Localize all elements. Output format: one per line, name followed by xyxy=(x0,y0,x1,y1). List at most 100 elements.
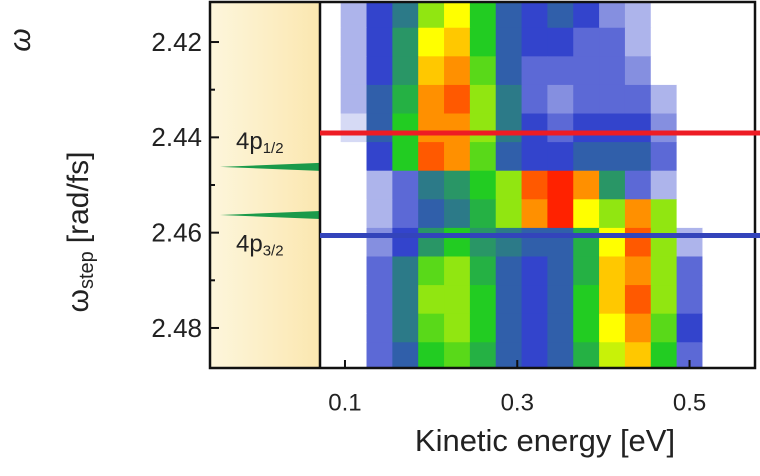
heatmap-cell xyxy=(676,285,703,315)
heatmap-cell xyxy=(547,313,574,343)
heatmap-cell xyxy=(340,84,368,115)
heatmap-cell xyxy=(320,142,342,172)
heatmap-cell xyxy=(495,313,523,343)
heatmap-cell xyxy=(469,27,497,57)
heatmap-cell xyxy=(599,313,626,343)
heatmap-cell xyxy=(624,113,652,143)
heatmap-cell xyxy=(702,285,729,315)
heatmap-cell xyxy=(547,199,574,229)
heatmap-cell xyxy=(521,285,548,315)
heatmap-cell xyxy=(320,199,342,229)
heatmap-cell xyxy=(469,313,497,343)
heatmap-cell xyxy=(521,2,548,29)
heatmap-cell xyxy=(702,199,729,229)
heatmap-cell xyxy=(547,227,574,257)
heatmap-cell xyxy=(495,285,523,315)
heatmap-cell xyxy=(320,84,342,115)
heatmap-cell xyxy=(728,56,755,86)
heatmap-cell xyxy=(728,84,755,115)
heatmap-cell xyxy=(366,142,393,172)
y-tick-label: 2.42 xyxy=(151,27,202,57)
heatmap-cell xyxy=(444,227,471,257)
heatmap-cell xyxy=(366,285,393,315)
y-axis-label: ωstep [rad/fs] xyxy=(62,152,98,313)
heatmap-cell xyxy=(444,113,471,143)
heatmap-cell xyxy=(495,113,523,143)
heatmap-cell xyxy=(340,113,368,143)
heatmap-cell xyxy=(624,227,652,257)
heatmap-cell xyxy=(702,170,729,200)
heatmap-cell xyxy=(573,313,600,343)
heatmap-cell xyxy=(392,227,419,257)
heatmap-cell xyxy=(676,199,703,229)
heatmap-cell xyxy=(366,227,393,257)
heatmap-cell xyxy=(728,170,755,200)
heatmap-cell xyxy=(495,227,523,257)
heatmap-cell xyxy=(573,84,600,115)
heatmap-cell xyxy=(728,2,755,29)
heatmap-cell xyxy=(521,27,548,57)
heatmap-cell xyxy=(320,256,342,286)
heatmap-cell xyxy=(728,342,755,369)
y-tick-label: 2.46 xyxy=(151,218,202,248)
heatmap-cell xyxy=(340,56,368,86)
heatmap-cell xyxy=(340,170,368,200)
heatmap-cell xyxy=(340,142,368,172)
heatmap-cell xyxy=(599,84,626,115)
heatmap-cell xyxy=(521,142,548,172)
heatmap-cell xyxy=(547,142,574,172)
heatmap-cell xyxy=(547,56,574,86)
heatmap-cell xyxy=(547,2,574,29)
heatmap-cell xyxy=(418,170,445,200)
heatmap-cell xyxy=(624,342,652,369)
heatmap-cell xyxy=(599,27,626,57)
y-tick-label: 2.48 xyxy=(151,313,202,343)
heatmap-cell xyxy=(599,142,626,172)
heatmap-cell xyxy=(676,170,703,200)
heatmap-cell xyxy=(521,313,548,343)
heatmap-cell xyxy=(444,56,471,86)
level-label: 4p3/2 xyxy=(236,231,284,260)
heatmap-cell xyxy=(521,113,548,143)
heatmap-cell xyxy=(573,27,600,57)
heatmap-cell xyxy=(418,342,445,369)
x-axis-label: Kinetic energy [eV] xyxy=(415,423,675,458)
heatmap-cell xyxy=(392,170,419,200)
heatmap-cell xyxy=(320,27,342,57)
heatmap-cell xyxy=(418,56,445,86)
heatmap-cell xyxy=(650,56,678,86)
heatmap-cell xyxy=(573,2,600,29)
heatmap-cell xyxy=(676,27,703,57)
heatmap-cell xyxy=(392,113,419,143)
heatmap-cell xyxy=(547,170,574,200)
heatmap-cell xyxy=(702,313,729,343)
heatmap-cell xyxy=(547,27,574,57)
heatmap-cell xyxy=(728,27,755,57)
heatmap-cell xyxy=(444,142,471,172)
heatmap-cell xyxy=(547,342,574,369)
heatmap-cell xyxy=(444,27,471,57)
heatmap-cell xyxy=(728,113,755,143)
heatmap-cell xyxy=(573,256,600,286)
heatmap-cell xyxy=(469,56,497,86)
heatmap-cell xyxy=(444,84,471,115)
heatmap-cell xyxy=(495,27,523,57)
heatmap-cell xyxy=(676,56,703,86)
heatmap-cell xyxy=(650,227,678,257)
heatmap-cell xyxy=(366,113,393,143)
heatmap-cell xyxy=(444,285,471,315)
heatmap-cell xyxy=(624,285,652,315)
heatmap-cell xyxy=(702,342,729,369)
heatmap-cell xyxy=(599,56,626,86)
heatmap-cell xyxy=(418,84,445,115)
heatmap-cell xyxy=(366,342,393,369)
spectrum-peak xyxy=(220,162,320,171)
heatmap-cell xyxy=(650,84,678,115)
heatmap-cell xyxy=(392,84,419,115)
heatmap-cell xyxy=(650,199,678,229)
heatmap-cell xyxy=(469,142,497,172)
heatmap-cell xyxy=(624,27,652,57)
heatmap xyxy=(320,2,755,369)
heatmap-cell xyxy=(573,56,600,86)
heatmap-cell xyxy=(599,199,626,229)
